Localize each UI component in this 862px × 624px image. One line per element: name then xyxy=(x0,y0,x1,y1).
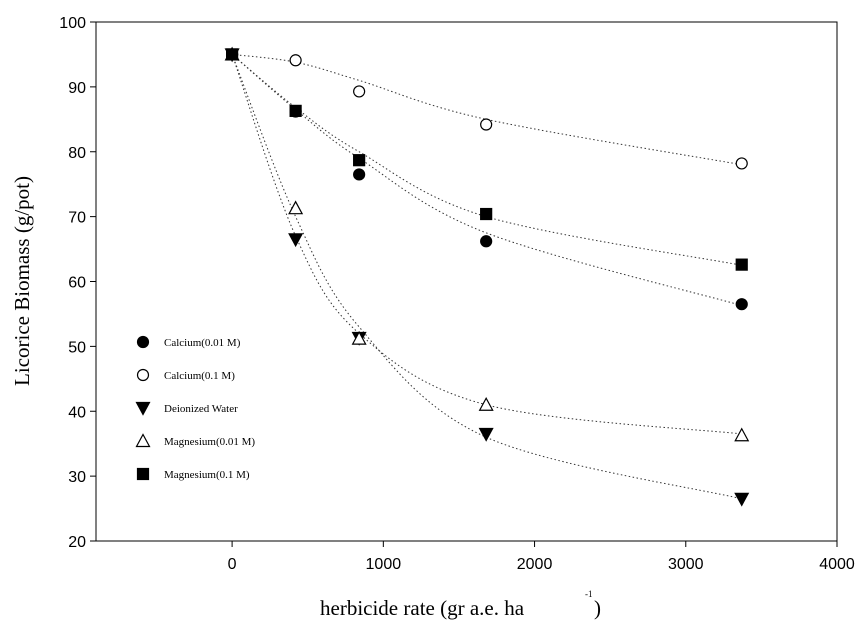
legend-marker xyxy=(136,335,150,349)
legend-marker xyxy=(136,368,150,382)
x-axis-title: herbicide rate (gr a.e. ha xyxy=(320,596,525,620)
data-point xyxy=(734,427,750,442)
data-point xyxy=(735,298,748,311)
data-point xyxy=(288,233,304,248)
y-axis-title: Licorice Biomass (g/pot) xyxy=(10,176,34,386)
plot-frame xyxy=(95,21,838,542)
y-tick-label: 30 xyxy=(68,469,86,486)
fit-line xyxy=(231,54,742,306)
data-point xyxy=(288,200,304,215)
legend-marker xyxy=(135,433,151,448)
x-tick-label: 0 xyxy=(228,556,237,573)
x-tick-label: 4000 xyxy=(819,556,855,573)
data-point xyxy=(353,154,366,167)
data-point xyxy=(353,85,366,98)
x-tick-label: 3000 xyxy=(668,556,704,573)
y-axis-ticks: 20 30 40 50 60 70 80 90 100 xyxy=(59,15,96,551)
data-point xyxy=(480,235,493,248)
data-point xyxy=(289,54,302,67)
x-tick-label: 2000 xyxy=(517,556,553,573)
data-point xyxy=(734,492,750,507)
data-point xyxy=(351,330,367,345)
data-point xyxy=(480,118,493,131)
fit-line xyxy=(232,53,742,166)
x-tick-label: 1000 xyxy=(366,556,402,573)
data-point xyxy=(226,48,239,61)
y-tick-label: 40 xyxy=(68,404,86,421)
legend-label: Deionized Water xyxy=(164,403,238,415)
data-point xyxy=(289,104,302,117)
legend: Calcium(0.01 M) Calcium(0.1 M) Deionized W… xyxy=(135,335,255,481)
fit-line xyxy=(231,54,742,435)
x-axis-ticks: 0 1000 2000 3000 4000 xyxy=(228,541,855,573)
data-point xyxy=(478,397,494,411)
data-points xyxy=(224,46,750,507)
y-tick-label: 20 xyxy=(68,534,86,551)
data-point xyxy=(735,258,748,271)
y-tick-label: 70 xyxy=(68,210,86,227)
fit-line xyxy=(231,54,742,500)
y-tick-label: 90 xyxy=(68,80,86,97)
fit-line xyxy=(231,54,742,266)
data-point xyxy=(735,157,748,170)
y-tick-label: 60 xyxy=(68,275,86,292)
legend-marker xyxy=(136,467,150,481)
legend-label: Calcium(0.1 M) xyxy=(164,370,235,382)
legend-label: Magnesium(0.01 M) xyxy=(164,436,255,448)
y-tick-label: 50 xyxy=(68,339,86,356)
data-point xyxy=(480,207,493,221)
data-point xyxy=(353,168,366,181)
legend-marker xyxy=(135,401,151,416)
data-point xyxy=(478,427,494,442)
legend-label: Magnesium(0.1 M) xyxy=(164,469,250,481)
legend-label: Calcium(0.01 M) xyxy=(164,337,241,349)
x-axis-title-suffix: ) xyxy=(594,596,601,620)
x-axis-title-superscript: -1 xyxy=(585,589,593,599)
y-tick-label: 100 xyxy=(59,15,86,32)
y-tick-label: 80 xyxy=(68,145,86,162)
fit-lines xyxy=(231,53,742,500)
